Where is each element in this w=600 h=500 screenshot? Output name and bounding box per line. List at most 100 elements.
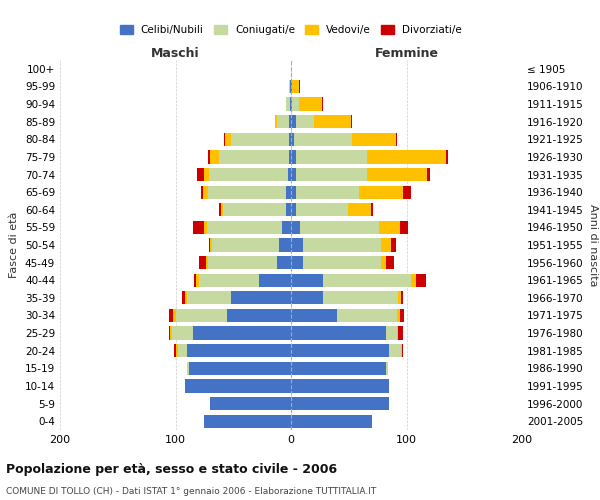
Y-axis label: Fasce di età: Fasce di età: [10, 212, 19, 278]
Bar: [323, 291, 398, 304]
Bar: [203, 186, 208, 198]
Bar: [182, 291, 185, 304]
Bar: [427, 168, 430, 181]
Bar: [187, 362, 190, 375]
Bar: [170, 326, 172, 340]
Bar: [291, 132, 295, 146]
Bar: [196, 274, 199, 287]
Bar: [381, 238, 391, 252]
Bar: [190, 362, 291, 375]
Bar: [291, 238, 302, 252]
Bar: [220, 150, 289, 164]
Bar: [176, 344, 178, 358]
Bar: [367, 168, 427, 181]
Bar: [302, 238, 381, 252]
Bar: [209, 238, 210, 252]
Bar: [386, 256, 394, 269]
Bar: [391, 238, 396, 252]
Bar: [291, 309, 337, 322]
Bar: [291, 186, 296, 198]
Bar: [322, 98, 323, 110]
Bar: [199, 274, 259, 287]
Bar: [302, 256, 381, 269]
Bar: [402, 344, 403, 358]
Bar: [178, 344, 187, 358]
Bar: [292, 80, 299, 93]
Bar: [352, 132, 396, 146]
Bar: [398, 326, 403, 340]
Bar: [194, 274, 196, 287]
Bar: [291, 326, 386, 340]
Bar: [185, 291, 187, 304]
Bar: [337, 309, 397, 322]
Bar: [291, 203, 296, 216]
Bar: [206, 221, 282, 234]
Bar: [289, 150, 291, 164]
Bar: [296, 115, 314, 128]
Bar: [220, 203, 221, 216]
Bar: [193, 326, 291, 340]
Bar: [295, 132, 352, 146]
Bar: [223, 203, 286, 216]
Bar: [291, 256, 302, 269]
Bar: [396, 132, 397, 146]
Bar: [379, 221, 400, 234]
Bar: [169, 326, 170, 340]
Bar: [401, 291, 403, 304]
Bar: [290, 80, 291, 93]
Bar: [205, 168, 209, 181]
Bar: [291, 380, 389, 392]
Text: Femmine: Femmine: [374, 47, 439, 60]
Bar: [359, 186, 403, 198]
Bar: [299, 80, 300, 93]
Bar: [225, 132, 231, 146]
Bar: [400, 309, 404, 322]
Bar: [411, 274, 416, 287]
Bar: [291, 362, 386, 375]
Bar: [187, 344, 291, 358]
Bar: [208, 186, 286, 198]
Bar: [280, 238, 291, 252]
Bar: [291, 80, 292, 93]
Text: COMUNE DI TOLLO (CH) - Dati ISTAT 1° gennaio 2006 - Elaborazione TUTTITALIA.IT: COMUNE DI TOLLO (CH) - Dati ISTAT 1° gen…: [6, 488, 376, 496]
Bar: [299, 98, 322, 110]
Bar: [400, 221, 407, 234]
Legend: Celibi/Nubili, Coniugati/e, Vedovi/e, Divorziati/e: Celibi/Nubili, Coniugati/e, Vedovi/e, Di…: [116, 21, 466, 40]
Bar: [289, 115, 291, 128]
Bar: [231, 291, 291, 304]
Text: Popolazione per età, sesso e stato civile - 2006: Popolazione per età, sesso e stato civil…: [6, 462, 337, 475]
Bar: [286, 98, 290, 110]
Bar: [224, 132, 225, 146]
Text: Maschi: Maschi: [151, 47, 200, 60]
Bar: [286, 203, 291, 216]
Bar: [291, 98, 292, 110]
Bar: [403, 186, 411, 198]
Bar: [176, 309, 227, 322]
Bar: [291, 414, 372, 428]
Bar: [398, 291, 401, 304]
Bar: [389, 344, 401, 358]
Bar: [277, 115, 289, 128]
Bar: [371, 203, 373, 216]
Bar: [209, 168, 287, 181]
Bar: [296, 168, 367, 181]
Bar: [291, 291, 323, 304]
Bar: [187, 291, 231, 304]
Bar: [291, 168, 296, 181]
Bar: [291, 274, 323, 287]
Bar: [197, 168, 205, 181]
Bar: [323, 274, 411, 287]
Bar: [386, 362, 388, 375]
Bar: [289, 132, 291, 146]
Bar: [277, 256, 291, 269]
Bar: [175, 344, 176, 358]
Bar: [291, 150, 296, 164]
Bar: [205, 221, 206, 234]
Bar: [300, 221, 379, 234]
Bar: [185, 380, 291, 392]
Bar: [172, 326, 193, 340]
Bar: [386, 326, 397, 340]
Bar: [296, 203, 347, 216]
Bar: [173, 309, 176, 322]
Bar: [287, 168, 291, 181]
